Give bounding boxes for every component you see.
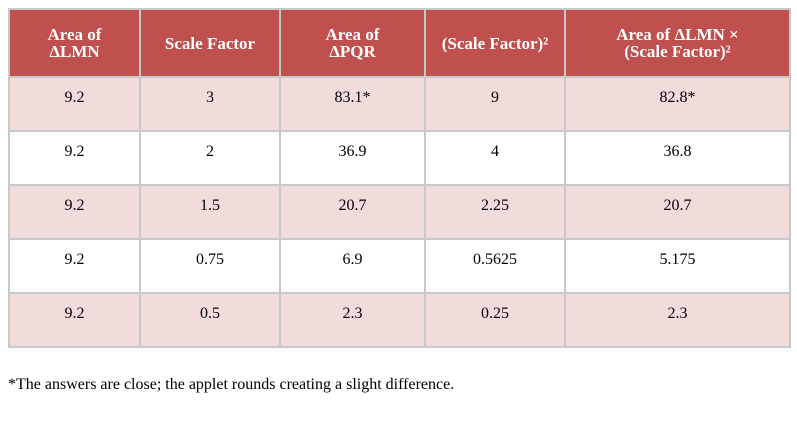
table-cell: 0.25	[424, 292, 566, 348]
table-cell: 2.3	[564, 292, 791, 348]
header-line: ΔPQR	[329, 42, 376, 61]
table-cell: 82.8*	[564, 76, 791, 132]
table-cell: 1.5	[139, 184, 281, 240]
table-cell: 20.7	[279, 184, 426, 240]
footnote: *The answers are close; the applet round…	[8, 376, 455, 393]
header-line: Scale Factor	[164, 33, 256, 53]
table-cell: 83.1*	[279, 76, 426, 132]
table-row: 9.2 0.75 6.9 0.5625 5.175	[8, 238, 791, 294]
table-row: 9.2 2 36.9 4 36.8	[8, 130, 791, 186]
table-row: 9.2 3 83.1* 9 82.8*	[8, 76, 791, 132]
results-table: Area of ΔLMN Scale Factor Area of ΔPQR (…	[8, 8, 791, 348]
table-cell: 36.8	[564, 130, 791, 186]
table-cell: 9.2	[8, 130, 141, 186]
header-scale-factor-squared: (Scale Factor)²	[424, 8, 566, 78]
table-cell: 20.7	[564, 184, 791, 240]
results-table-container: Area of ΔLMN Scale Factor Area of ΔPQR (…	[8, 8, 791, 348]
header-line: ΔLMN	[49, 42, 100, 61]
header-scale-factor: Scale Factor	[139, 8, 281, 78]
table-cell: 9.2	[8, 292, 141, 348]
header-line: Area of	[47, 25, 102, 44]
header-area-pqr: Area of ΔPQR	[279, 8, 426, 78]
table-cell: 2	[139, 130, 281, 186]
table-cell: 0.5	[139, 292, 281, 348]
table-cell: 4	[424, 130, 566, 186]
table-cell: 9.2	[8, 76, 141, 132]
table-cell: 5.175	[564, 238, 791, 294]
table-cell: 9	[424, 76, 566, 132]
header-line: (Scale Factor)²	[441, 33, 549, 53]
header-line: (Scale Factor)²	[624, 42, 731, 61]
table-row: 9.2 0.5 2.3 0.25 2.3	[8, 292, 791, 348]
table-header-row: Area of ΔLMN Scale Factor Area of ΔPQR (…	[8, 8, 791, 78]
header-area-times-scale-squared: Area of ΔLMN × (Scale Factor)²	[564, 8, 791, 78]
table-cell: 0.75	[139, 238, 281, 294]
table-cell: 9.2	[8, 238, 141, 294]
table-cell: 2.3	[279, 292, 426, 348]
header-line: Area of	[325, 25, 380, 44]
table-cell: 9.2	[8, 184, 141, 240]
table-cell: 0.5625	[424, 238, 566, 294]
header-area-lmn: Area of ΔLMN	[8, 8, 141, 78]
table-row: 9.2 1.5 20.7 2.25 20.7	[8, 184, 791, 240]
table-cell: 2.25	[424, 184, 566, 240]
table-cell: 36.9	[279, 130, 426, 186]
header-line: Area of ΔLMN ×	[616, 25, 739, 44]
table-cell: 6.9	[279, 238, 426, 294]
table-cell: 3	[139, 76, 281, 132]
